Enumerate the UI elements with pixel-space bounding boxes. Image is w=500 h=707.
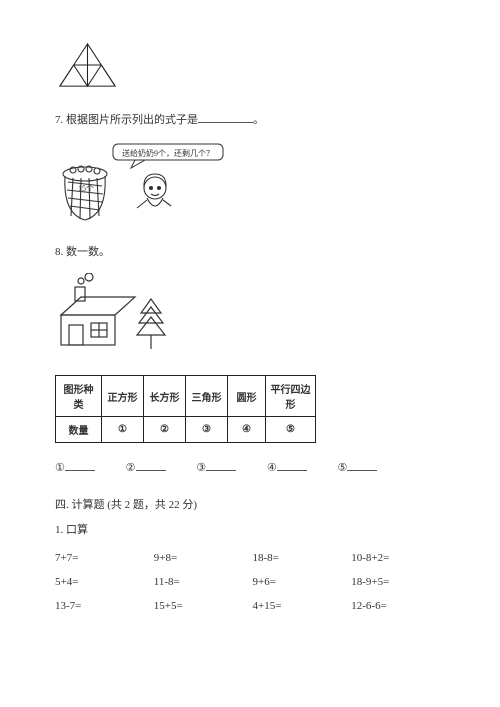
fill-label-1: ① [55, 462, 65, 474]
td-c2[interactable]: ② [144, 417, 186, 443]
calc-item[interactable]: 18-8= [253, 552, 352, 564]
th-square: 正方形 [102, 376, 144, 417]
section4-title: 四. 计算题 (共 2 题，共 22 分) [55, 496, 450, 512]
td-c5[interactable]: ⑤ [266, 417, 316, 443]
calc-item[interactable]: 15+5= [154, 600, 253, 612]
section4-sub1: 1. 口算 [55, 522, 450, 540]
calc-item[interactable]: 4+15= [253, 600, 352, 612]
calc-item[interactable]: 12-6-6= [351, 600, 450, 612]
calc-grid: 7+7= 9+8= 18-8= 10-8+2= 5+4= 11-8= 9+6= … [55, 552, 450, 612]
fill-blank-4[interactable] [277, 459, 307, 471]
td-c3[interactable]: ③ [186, 417, 228, 443]
td-c1[interactable]: ① [102, 417, 144, 443]
q7-after: 。 [253, 114, 264, 126]
td-count-label: 数量 [56, 417, 102, 443]
fill-blank-2[interactable] [136, 459, 166, 471]
q8-text: 8. 数一数。 [55, 244, 450, 262]
q7-basket-label: 15个 [73, 183, 99, 194]
th-kind: 图形种类 [56, 376, 102, 417]
calc-item[interactable]: 9+8= [154, 552, 253, 564]
q8-illustration [55, 273, 450, 361]
table-row: 数量 ① ② ③ ④ ⑤ [56, 417, 316, 443]
fill-label-2: ② [126, 462, 136, 474]
calc-item[interactable]: 18-9+5= [351, 576, 450, 588]
triangle-figure [55, 40, 450, 93]
th-para: 平行四边形 [266, 376, 316, 417]
q8-fill-row: ① ② ③ ④ ⑤ [55, 459, 450, 474]
q7-text: 7. 根据图片所示列出的式子是 。 [55, 111, 450, 130]
q7-bubble-text: 送给奶奶9个，还剩几个？ [117, 148, 219, 159]
calc-item[interactable]: 11-8= [154, 576, 253, 588]
calc-item[interactable]: 10-8+2= [351, 552, 450, 564]
fill-label-3: ③ [196, 462, 206, 474]
th-rect: 长方形 [144, 376, 186, 417]
fill-blank-3[interactable] [206, 459, 236, 471]
fill-blank-1[interactable] [65, 459, 95, 471]
td-c4[interactable]: ④ [228, 417, 266, 443]
th-tri: 三角形 [186, 376, 228, 417]
th-circle: 圆形 [228, 376, 266, 417]
table-row: 图形种类 正方形 长方形 三角形 圆形 平行四边形 [56, 376, 316, 417]
calc-item[interactable]: 9+6= [253, 576, 352, 588]
fill-label-4: ④ [267, 462, 277, 474]
calc-item[interactable]: 7+7= [55, 552, 154, 564]
fill-blank-5[interactable] [347, 459, 377, 471]
calc-item[interactable]: 13-7= [55, 600, 154, 612]
q7-before: 7. 根据图片所示列出的式子是 [55, 114, 198, 126]
calc-item[interactable]: 5+4= [55, 576, 154, 588]
q7-illustration: 送给奶奶9个，还剩几个？ 15个 [55, 142, 450, 252]
q7-blank[interactable] [198, 111, 253, 123]
shape-table: 图形种类 正方形 长方形 三角形 圆形 平行四边形 数量 ① ② ③ ④ ⑤ [55, 375, 316, 443]
fill-label-5: ⑤ [338, 462, 348, 474]
